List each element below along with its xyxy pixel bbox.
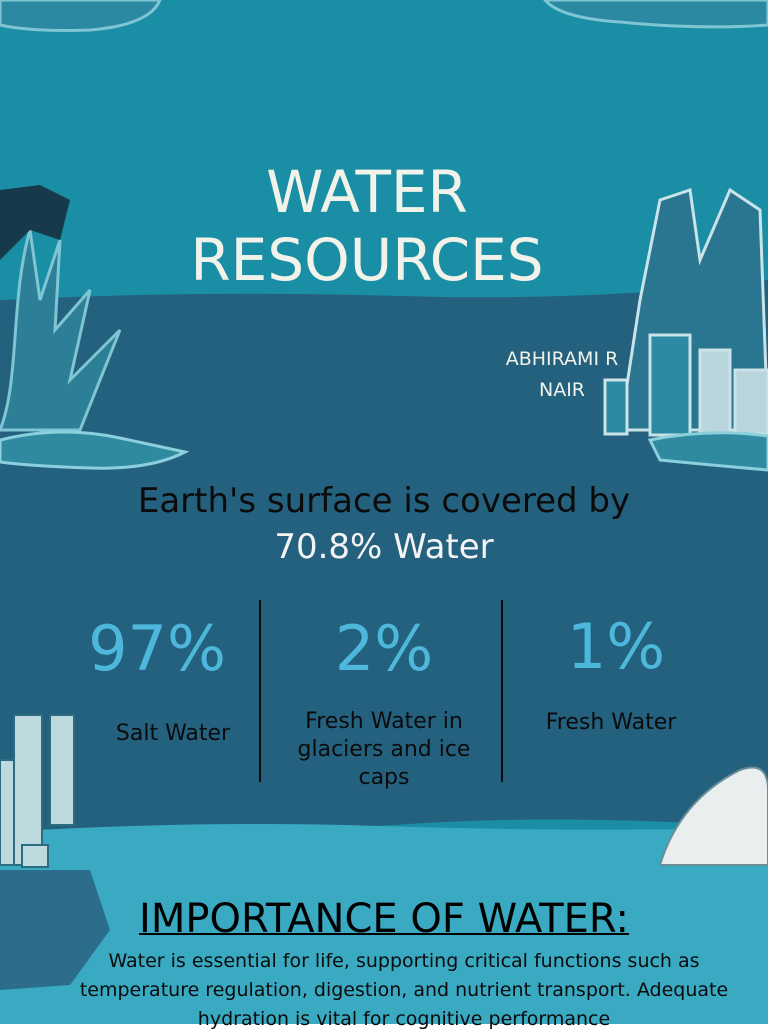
coral-top-right: [543, 0, 768, 29]
coral-base-left: [0, 430, 190, 470]
coral-bottom-left: [0, 714, 75, 868]
coral-left: [0, 185, 122, 432]
coral-top-left: [0, 0, 162, 32]
stat-label: Fresh Water: [545, 710, 677, 735]
stat-value: 2%: [334, 612, 434, 685]
stat-label: Salt Water: [115, 721, 231, 746]
title: WATER RESOURCES: [190, 158, 544, 294]
coral-base-right: [647, 431, 768, 472]
stat-value: 97%: [88, 612, 226, 685]
headline-lead: Earth's surface is covered by: [137, 481, 631, 521]
author: ABHIRAMI R NAIR: [505, 348, 619, 401]
coral-right: [603, 187, 768, 437]
bottom-background: [0, 824, 768, 1024]
stat-value: 1%: [566, 610, 666, 683]
headline-highlight: 70.8% Water: [274, 527, 494, 567]
seaweed: [0, 870, 110, 990]
shell: [658, 766, 768, 866]
section-text: Water is essential for life, supporting …: [79, 950, 729, 1030]
headline: Earth's surface is covered by 70.8% Wate…: [100, 478, 668, 570]
section-heading: IMPORTANCE OF WATER:: [139, 896, 629, 942]
stat-label: Fresh Water in glaciers and ice caps: [297, 709, 471, 790]
dark-band: [0, 280, 768, 835]
